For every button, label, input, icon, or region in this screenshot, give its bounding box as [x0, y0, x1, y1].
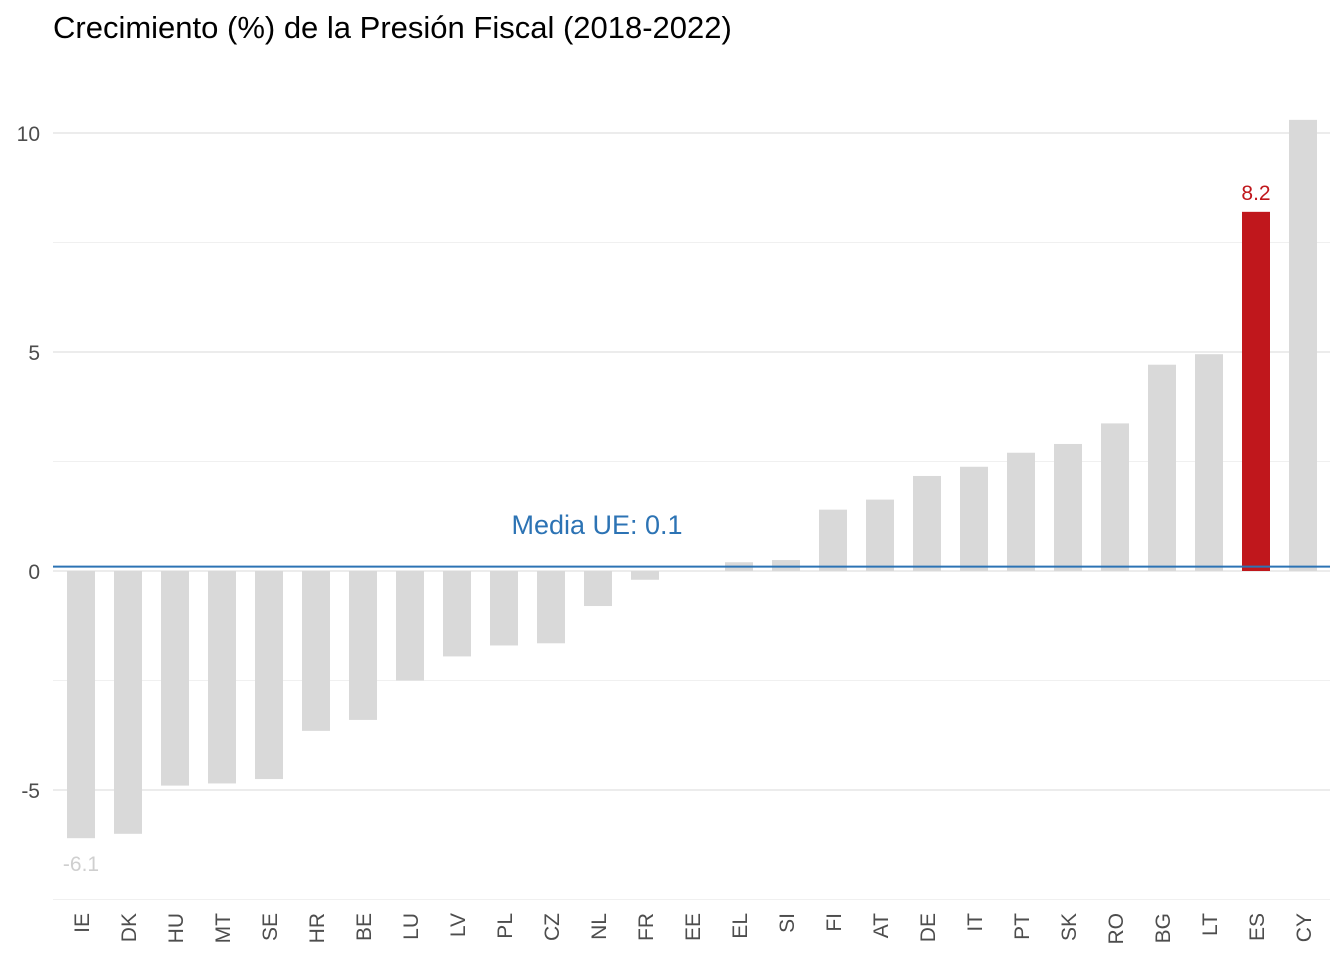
x-tick-label-cy: CY [1293, 913, 1316, 942]
x-tick-label-de: DE [917, 913, 940, 942]
y-axis-tick-labels: -5 0 5 10 [17, 123, 40, 803]
x-tick-label-es: ES [1246, 913, 1269, 941]
x-tick-label-pt: PT [1011, 913, 1034, 940]
bar-cy [1289, 119, 1317, 572]
bar-ie [67, 571, 95, 839]
y-tick-label: -5 [21, 780, 40, 803]
x-tick-label-at: AT [870, 913, 893, 938]
bar-fi [819, 509, 847, 571]
min-value-label: -6.1 [63, 853, 99, 876]
bar-lv [443, 571, 471, 657]
bar-es [1242, 211, 1270, 571]
reference-line-label: Media UE: 0.1 [511, 510, 682, 540]
x-tick-label-ee: EE [682, 913, 705, 941]
bar-cz [537, 571, 565, 644]
x-tick-label-si: SI [776, 913, 799, 933]
y-tick-label: 5 [28, 342, 40, 365]
bars [67, 119, 1317, 839]
x-tick-label-sk: SK [1058, 913, 1081, 941]
x-tick-label-fr: FR [635, 913, 658, 941]
x-tick-label-mt: MT [212, 913, 235, 943]
bar-sk [1054, 443, 1082, 571]
highlight-value-label: 8.2 [1241, 182, 1270, 205]
x-tick-label-dk: DK [118, 913, 141, 942]
x-tick-label-hu: HU [165, 913, 188, 943]
x-tick-label-lv: LV [447, 913, 470, 937]
x-tick-label-el: EL [729, 913, 752, 939]
bar-bg [1148, 364, 1176, 571]
bar-nl [584, 571, 612, 607]
bar-ro [1101, 423, 1129, 571]
x-tick-label-ie: IE [71, 913, 94, 933]
bar-at [866, 499, 894, 571]
chart-title: Crecimiento (%) de la Presión Fiscal (20… [53, 10, 732, 45]
x-tick-label-lu: LU [400, 913, 423, 940]
bar-be [349, 571, 377, 720]
x-tick-label-se: SE [259, 913, 282, 941]
x-tick-label-pl: PL [494, 913, 517, 939]
y-tick-label: 0 [28, 561, 40, 584]
bar-pt [1007, 452, 1035, 571]
x-tick-label-bg: BG [1152, 913, 1175, 943]
bar-pl [490, 571, 518, 646]
x-tick-label-cz: CZ [541, 913, 564, 941]
reference-line-group: Media UE: 0.1 [53, 510, 1330, 568]
bar-hu [161, 571, 189, 786]
y-tick-label: 10 [17, 123, 40, 146]
bar-se [255, 571, 283, 780]
bar-fr [631, 571, 659, 580]
bar-dk [114, 571, 142, 834]
bar-lu [396, 571, 424, 681]
x-tick-label-nl: NL [588, 913, 611, 940]
bar-it [960, 466, 988, 571]
x-tick-label-lt: LT [1199, 913, 1222, 936]
x-tick-label-it: IT [964, 913, 987, 932]
bar-de [913, 475, 941, 571]
x-tick-label-fi: FI [823, 913, 846, 932]
bar-hr [302, 571, 330, 731]
x-axis-tick-labels: IE DK HU MT SE HR BE LU LV PL CZ NL FR EE EL SI FI AT DE IT… [71, 913, 1316, 945]
annotations: 8.2 -6.1 [63, 182, 1271, 876]
bar-si [772, 560, 800, 571]
x-tick-label-ro: RO [1105, 913, 1128, 945]
x-tick-label-hr: HR [306, 913, 329, 943]
bar-mt [208, 571, 236, 784]
bar-lt [1195, 354, 1223, 571]
x-tick-label-be: BE [353, 913, 376, 941]
